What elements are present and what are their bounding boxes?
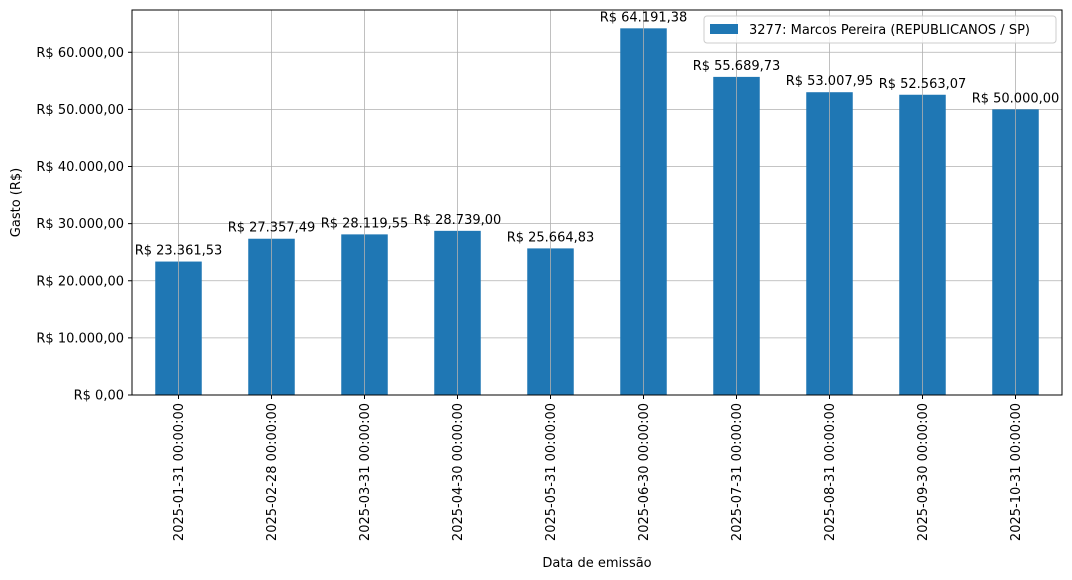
x-tick-label: 2025-10-31 00:00:00 [1009,403,1024,541]
x-tick-label: 2025-08-31 00:00:00 [823,403,838,541]
bar-value-label: R$ 27.357,49 [228,221,316,236]
bar-value-label: R$ 28.739,00 [414,213,502,228]
y-tick-label: R$ 0,00 [74,389,124,404]
x-tick-label: 2025-09-30 00:00:00 [916,403,931,541]
x-axis-label: Data de emissão [542,556,651,571]
legend-box [703,15,1057,44]
y-tick-label: R$ 60.000,00 [36,46,124,61]
y-axis-label: Gasto (R$) [9,168,24,237]
x-tick-label: 2025-06-30 00:00:00 [637,403,652,541]
x-axis: 2025-01-31 00:00:00 2025-02-28 00:00:00 20… [172,395,1024,541]
bar-value-label: R$ 50.000,00 [972,91,1060,106]
x-tick-label: 2025-05-31 00:00:00 [544,403,559,541]
y-tick-label: R$ 20.000,00 [36,274,124,289]
y-tick-label: R$ 30.000,00 [36,217,124,232]
bar-value-label: R$ 55.689,73 [693,59,781,74]
legend-label: 3277: Marcos Pereira (REPUBLICANOS / SP) [749,23,1030,38]
legend: 3277: Marcos Pereira (REPUBLICANOS / SP) [703,15,1057,44]
x-tick-label: 2025-04-30 00:00:00 [451,403,466,541]
bar-value-label: R$ 28.119,55 [321,216,409,231]
bar-value-label: R$ 53.007,95 [786,74,874,89]
vertical-grid-lines [178,10,1016,395]
y-tick-label: R$ 10.000,00 [36,331,124,346]
y-tick-label: R$ 40.000,00 [36,160,124,175]
y-axis: R$ 0,00 R$ 10.000,00 R$ 20.000,00 R$ 30.000… [36,46,132,404]
x-tick-label: 2025-01-31 00:00:00 [172,403,187,541]
x-tick-label: 2025-02-28 00:00:00 [265,403,280,541]
data-labels: R$ 23.361,53 R$ 27.357,49 R$ 28.119,55 R$ 2… [135,10,1060,258]
bar-value-label: R$ 25.664,83 [507,230,595,245]
bar-value-label: R$ 23.361,53 [135,244,223,259]
y-tick-label: R$ 50.000,00 [36,103,124,118]
x-tick-label: 2025-07-31 00:00:00 [730,403,745,541]
bar-value-label: R$ 64.191,38 [600,10,688,25]
bar-value-label: R$ 52.563,07 [879,77,967,92]
legend-swatch [710,24,738,34]
plot-frame [131,9,1063,396]
x-tick-label: 2025-03-31 00:00:00 [358,403,373,541]
